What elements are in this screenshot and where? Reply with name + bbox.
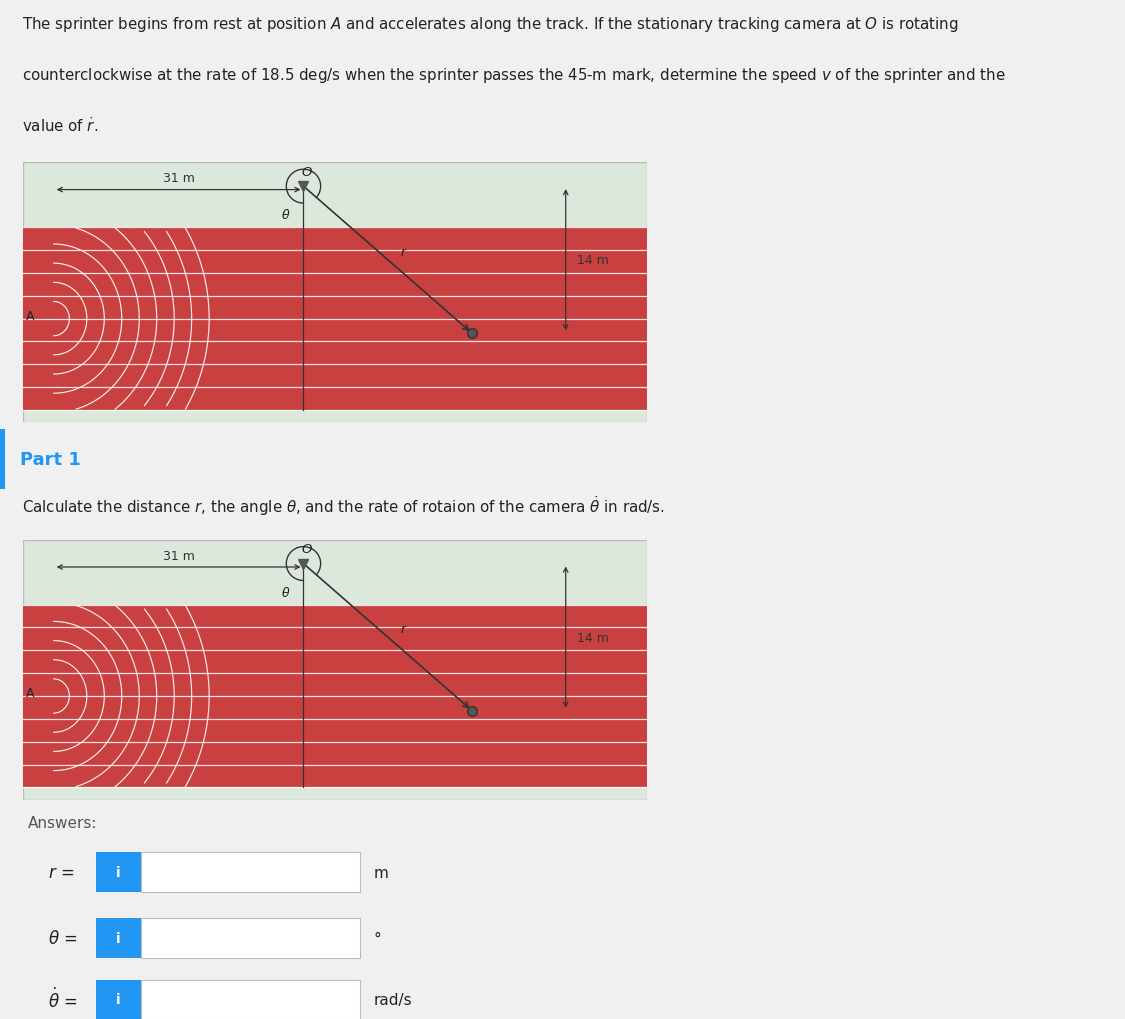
- Text: $r$ =: $r$ =: [48, 863, 74, 881]
- FancyBboxPatch shape: [141, 979, 360, 1019]
- Text: The sprinter begins from rest at position $A$ and accelerates along the track. I: The sprinter begins from rest at positio…: [22, 15, 958, 35]
- Text: counterclockwise at the rate of 18.5 deg/s when the sprinter passes the 45-m mar: counterclockwise at the rate of 18.5 deg…: [22, 65, 1006, 85]
- Text: Calculate the distance $r$, the angle $\theta$, and the rate of rotaion of the c: Calculate the distance $r$, the angle $\…: [22, 493, 665, 518]
- FancyBboxPatch shape: [96, 853, 141, 892]
- Text: Answers:: Answers:: [28, 815, 98, 830]
- Text: A: A: [26, 687, 34, 699]
- Bar: [0, 430, 4, 489]
- Text: 31 m: 31 m: [163, 549, 195, 561]
- Text: O: O: [302, 166, 312, 178]
- Text: r: r: [400, 623, 406, 636]
- Bar: [22, 228, 647, 411]
- Bar: [22, 605, 647, 788]
- FancyBboxPatch shape: [96, 918, 141, 958]
- FancyBboxPatch shape: [141, 853, 360, 892]
- Text: θ: θ: [282, 586, 290, 599]
- FancyBboxPatch shape: [96, 979, 141, 1019]
- Text: O: O: [302, 543, 312, 555]
- Text: $\dot{\theta}$ =: $\dot{\theta}$ =: [48, 987, 78, 1011]
- Text: °: °: [374, 930, 381, 946]
- Text: θ: θ: [282, 209, 290, 222]
- Text: rad/s: rad/s: [374, 991, 412, 1007]
- Text: i: i: [116, 993, 120, 1007]
- Text: 14 m: 14 m: [577, 254, 609, 267]
- Text: i: i: [116, 865, 120, 879]
- Text: value of $\dot{r}$.: value of $\dot{r}$.: [22, 116, 99, 135]
- Text: r: r: [400, 246, 406, 259]
- Text: 31 m: 31 m: [163, 172, 195, 184]
- FancyBboxPatch shape: [141, 918, 360, 958]
- Text: i: i: [116, 931, 120, 945]
- Text: Part 1: Part 1: [20, 450, 81, 469]
- Text: 14 m: 14 m: [577, 631, 609, 644]
- Text: m: m: [374, 865, 388, 879]
- Text: A: A: [26, 310, 34, 322]
- Text: $\theta$ =: $\theta$ =: [48, 929, 78, 947]
